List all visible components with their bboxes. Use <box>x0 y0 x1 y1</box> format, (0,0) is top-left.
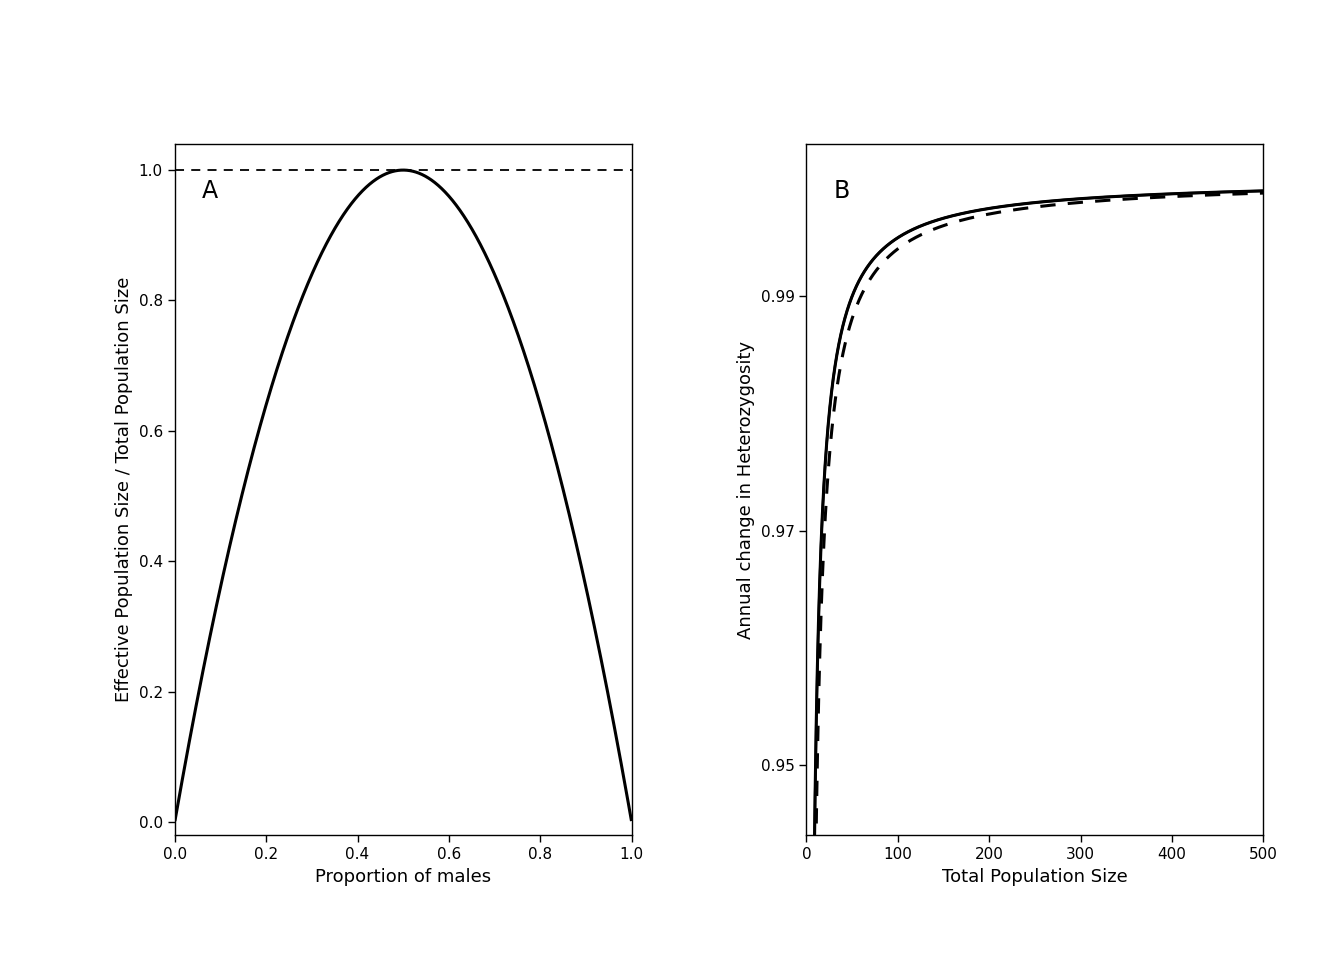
Y-axis label: Annual change in Heterozygosity: Annual change in Heterozygosity <box>737 341 755 638</box>
Y-axis label: Effective Population Size / Total Population Size: Effective Population Size / Total Popula… <box>116 276 133 703</box>
X-axis label: Proportion of males: Proportion of males <box>314 868 492 885</box>
Text: B: B <box>833 179 849 203</box>
Text: A: A <box>202 179 218 203</box>
X-axis label: Total Population Size: Total Population Size <box>942 868 1128 885</box>
